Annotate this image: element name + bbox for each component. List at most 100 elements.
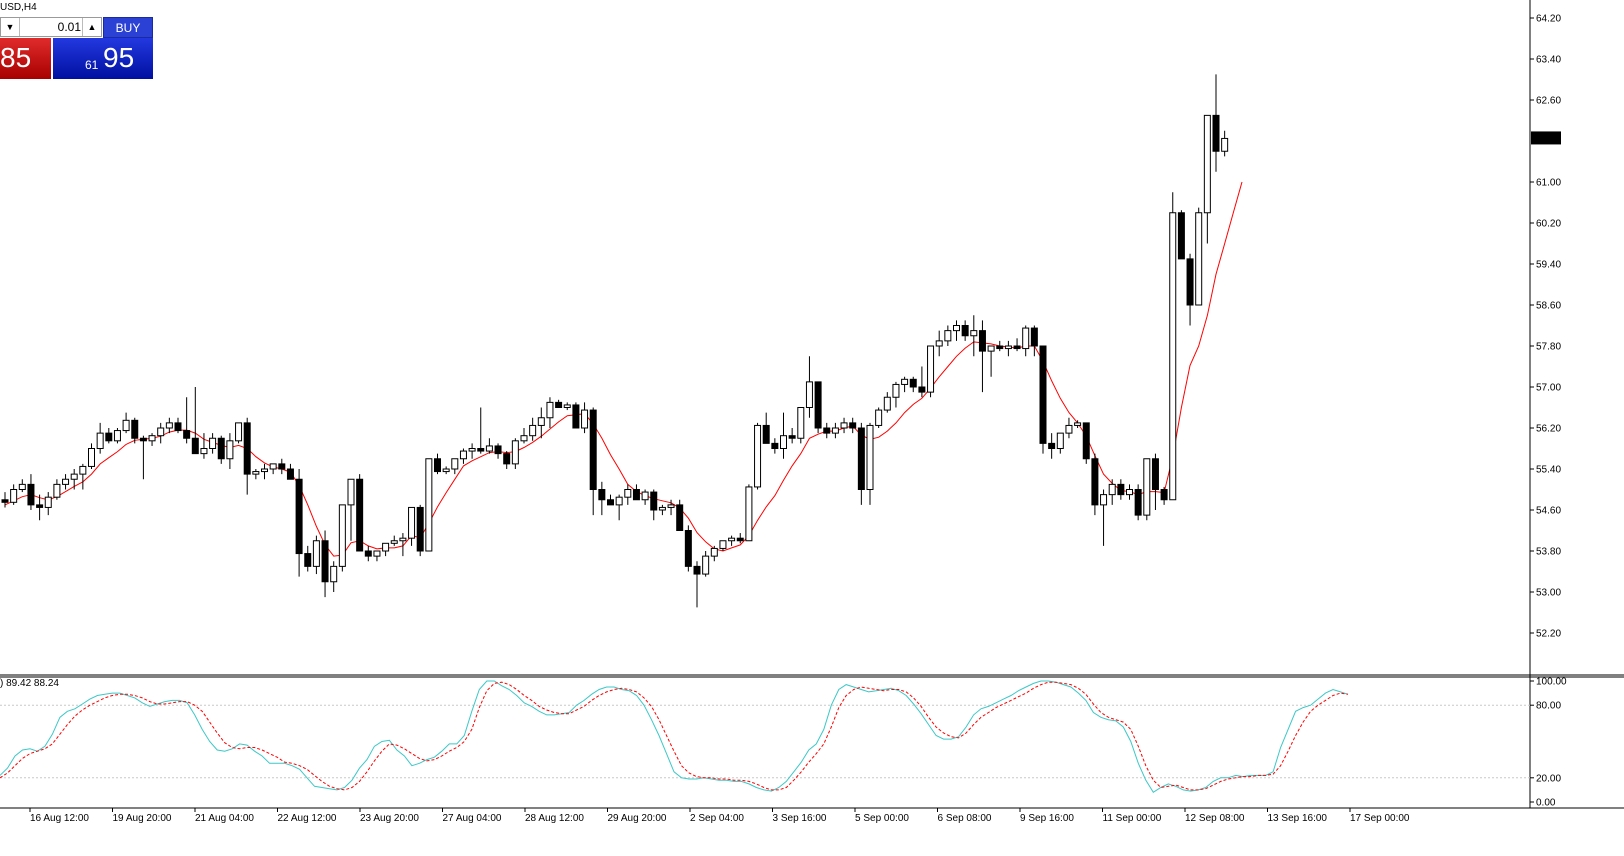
candle-body-bull	[944, 330, 952, 342]
buy-price-prefix: 61	[85, 58, 99, 72]
time-tick-label: 12 Sep 08:00	[1185, 813, 1245, 824]
candle	[304, 545, 312, 572]
current-price-tag	[1531, 131, 1561, 145]
candle-body-bear	[676, 504, 684, 531]
candle	[295, 469, 303, 577]
lot-size-input[interactable]	[21, 19, 81, 35]
candle	[857, 422, 865, 505]
lot-increase-button[interactable]: ▲	[82, 18, 101, 36]
candle-body-bear	[684, 530, 692, 567]
price-tick-label: 57.80	[1536, 342, 1561, 353]
candle	[165, 417, 173, 434]
candle	[105, 428, 113, 444]
candle	[641, 489, 649, 505]
candle-body-bull	[615, 496, 623, 506]
lot-decrease-button[interactable]: ▼	[1, 18, 20, 36]
price-tick-label: 52.20	[1536, 629, 1561, 640]
candle	[996, 340, 1004, 352]
candle	[373, 550, 381, 562]
candle-body-bear	[174, 422, 182, 432]
candle	[1100, 489, 1108, 546]
price-tick-label: 64.20	[1536, 14, 1561, 25]
stoch-tick-label: 20.00	[1536, 773, 1561, 784]
candle-body-bull	[1100, 494, 1108, 506]
lot-size-stepper[interactable]: ▼ ▲	[0, 17, 102, 37]
candle-body-bear	[632, 489, 640, 501]
candle-body-bear	[788, 435, 796, 439]
candle	[1082, 422, 1090, 464]
candle	[148, 433, 156, 446]
candle-body-bear	[1039, 345, 1047, 444]
candle	[235, 422, 243, 444]
candle	[702, 551, 710, 577]
sell-price-button[interactable]: 85	[0, 38, 51, 79]
candle	[555, 399, 563, 408]
candle	[598, 481, 606, 516]
candle	[494, 443, 502, 459]
candle-body-bull	[1169, 212, 1177, 501]
price-tick-label: 57.00	[1536, 383, 1561, 394]
candle-body-bear	[183, 430, 191, 439]
candle-body-bear	[849, 422, 857, 429]
candle	[961, 320, 969, 341]
time-tick-label: 27 Aug 04:00	[443, 813, 502, 824]
candle	[883, 392, 891, 413]
buy-price-button[interactable]: 61 95	[53, 38, 153, 79]
candle-body-bull	[200, 448, 208, 455]
candle	[503, 451, 511, 469]
candle	[866, 422, 874, 505]
candle	[1013, 338, 1021, 352]
time-tick-label: 22 Aug 12:00	[278, 813, 337, 824]
candle-body-bull	[563, 404, 571, 408]
candle	[693, 561, 701, 608]
time-tick-label: 21 Aug 04:00	[195, 813, 254, 824]
candle-body-bull	[399, 537, 407, 542]
candle	[875, 407, 883, 428]
time-tick-label: 23 Aug 20:00	[360, 813, 419, 824]
candle-body-bear	[243, 422, 251, 475]
candle-body-bull	[624, 489, 632, 498]
candle-body-bull	[883, 396, 891, 411]
candle-body-bear	[1134, 489, 1142, 516]
candle	[823, 422, 831, 439]
candle	[113, 428, 121, 444]
candle	[459, 448, 467, 464]
candle	[53, 479, 61, 500]
candle	[1151, 453, 1159, 510]
candle	[892, 381, 900, 408]
candle-body-bull	[520, 435, 528, 442]
candle	[944, 325, 952, 346]
candle-body-bull	[70, 473, 78, 480]
candle-body-bull	[468, 448, 476, 452]
candle	[1030, 325, 1038, 357]
candle-body-bear	[278, 463, 286, 470]
candle	[1126, 484, 1133, 500]
candle-body-bull	[970, 330, 978, 337]
stoch-main-line	[0, 680, 1349, 793]
candle-body-bear	[918, 386, 926, 393]
price-tick-label: 54.60	[1536, 506, 1561, 517]
candle-body-bull	[252, 471, 260, 475]
candle-body-bear	[494, 445, 502, 455]
candle	[62, 474, 70, 490]
stochastic-label: ) 89.42 88.24	[0, 678, 59, 689]
candle-body-bull	[312, 540, 320, 567]
candle-body-bull	[953, 325, 960, 332]
candle-body-bull	[62, 478, 70, 485]
candle	[243, 417, 251, 495]
candle-body-bull	[373, 550, 381, 557]
candle	[88, 443, 95, 469]
candle-body-bull	[719, 540, 727, 549]
candle	[1186, 253, 1194, 326]
candle-body-bear	[356, 478, 364, 552]
candle-body-bear	[1117, 483, 1125, 496]
candle-body-bull	[1203, 114, 1211, 214]
candle	[1108, 479, 1116, 505]
candle-body-bull	[546, 401, 554, 419]
candle	[987, 345, 995, 377]
candle-body-bear	[295, 478, 303, 555]
time-tick-label: 3 Sep 16:00	[773, 813, 827, 824]
candle-body-bull	[667, 504, 675, 508]
candle	[286, 463, 294, 480]
buy-button[interactable]: BUY	[103, 17, 153, 38]
